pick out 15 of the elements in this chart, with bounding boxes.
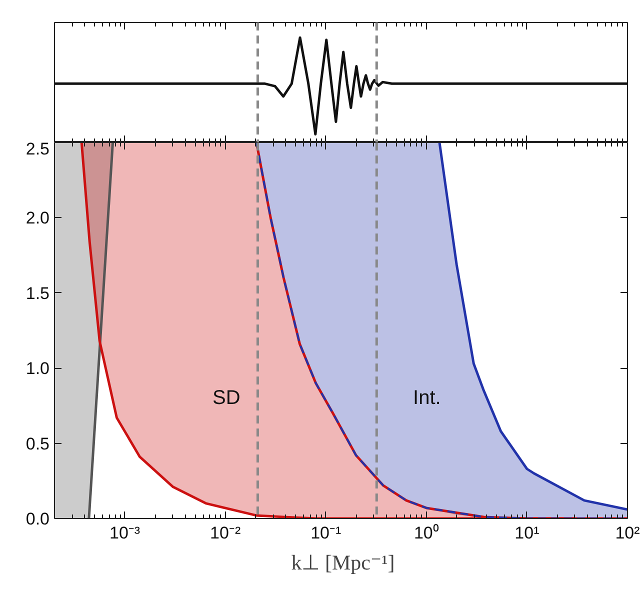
x-tick-label: 10⁻¹ <box>310 524 342 542</box>
y-tick-label: 2.0 <box>26 208 50 228</box>
annotation: Int. <box>413 387 441 410</box>
x-axis-title: k⊥ [Mpc⁻¹] <box>291 550 395 574</box>
y-tick-label: 0.0 <box>26 510 50 528</box>
x-tick-label: 10⁻³ <box>109 524 140 542</box>
y-tick-label: 2.5 <box>26 140 50 158</box>
y-tick-label: 1.5 <box>26 284 50 303</box>
x-tick-label: 10¹ <box>514 524 540 542</box>
x-tick-label: 10² <box>615 524 640 542</box>
y-tick-label: 0.5 <box>26 434 50 454</box>
x-tick-label: 10⁰ <box>414 524 439 542</box>
y-tick-label: 1.0 <box>26 359 50 378</box>
annotation: SD <box>212 387 240 410</box>
x-tick-label: 10⁻² <box>210 524 241 542</box>
